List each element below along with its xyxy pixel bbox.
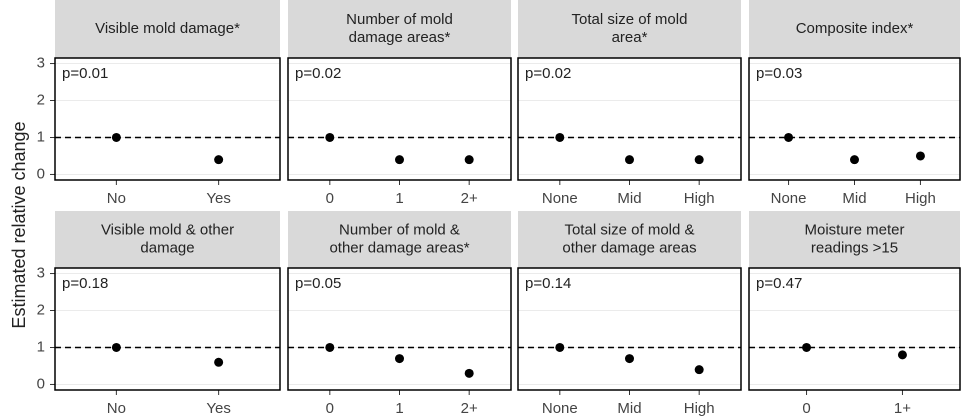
y-tick-label: 3 [37, 265, 45, 282]
panel-border [748, 57, 961, 181]
p-value: p=0.01 [62, 65, 108, 82]
strip [518, 0, 741, 58]
panel-title: damage [140, 239, 194, 256]
p-value: p=0.47 [756, 275, 802, 292]
p-value: p=0.18 [62, 275, 108, 292]
dot [325, 132, 335, 142]
y-tick-label: 0 [37, 165, 45, 182]
x-tick-label: High [684, 400, 715, 417]
strip [749, 0, 960, 58]
dot [111, 342, 121, 352]
panel-title: Moisture meter [804, 221, 904, 238]
dot [111, 132, 121, 142]
x-tick-label: Yes [206, 400, 230, 417]
x-tick-label: No [107, 400, 126, 417]
strip [749, 211, 960, 268]
panel-title: damage areas* [349, 29, 451, 46]
dot [625, 354, 634, 364]
x-tick-label: 1 [395, 190, 403, 207]
x-tick-label: 0 [802, 400, 810, 417]
strip [288, 211, 511, 268]
y-tick-label: 0 [37, 375, 45, 392]
x-tick-label: 1+ [894, 400, 911, 417]
dot [555, 342, 565, 352]
panel-title: Composite index* [796, 20, 914, 37]
dot [464, 368, 474, 378]
strip [55, 211, 280, 268]
y-axis-label: Estimated relative change [9, 121, 29, 328]
panel-border [287, 57, 512, 181]
panel-title: Visible mold & other [101, 221, 234, 238]
panel-title: Total size of mold [572, 11, 688, 28]
dot [464, 155, 474, 165]
dot [625, 155, 634, 165]
panel-title: other damage areas* [329, 239, 469, 256]
panel-title: Number of mold & [339, 221, 460, 238]
panel-border [517, 57, 742, 181]
x-tick-label: Mid [617, 190, 641, 207]
p-value: p=0.03 [756, 65, 802, 82]
panel-title: Total size of mold & [564, 221, 694, 238]
x-tick-label: None [542, 190, 578, 207]
panel-border [748, 267, 961, 391]
x-tick-label: High [684, 190, 715, 207]
panel-border [287, 267, 512, 391]
strip [288, 0, 511, 58]
p-value: p=0.05 [295, 275, 341, 292]
x-tick-label: 1 [395, 400, 403, 417]
dot [802, 342, 812, 352]
dot [694, 365, 704, 375]
y-tick-label: 3 [37, 55, 45, 72]
panel-border [54, 57, 281, 181]
panel-title: Visible mold damage* [95, 20, 240, 37]
p-value: p=0.02 [525, 65, 571, 82]
x-tick-label: Mid [617, 400, 641, 417]
y-tick-label: 1 [37, 338, 45, 355]
dot [325, 342, 335, 352]
p-value: p=0.02 [295, 65, 341, 82]
y-tick-label: 1 [37, 128, 45, 145]
dot [784, 132, 794, 142]
panel-title: Number of mold [346, 11, 453, 28]
dot [555, 132, 565, 142]
dot [395, 354, 404, 364]
x-tick-label: No [107, 190, 126, 207]
x-tick-label: None [771, 190, 807, 207]
x-tick-label: 2+ [461, 190, 478, 207]
dot [850, 155, 859, 165]
dot [915, 151, 925, 161]
y-tick-label: 2 [37, 91, 45, 108]
dot [214, 155, 224, 165]
x-tick-label: 0 [326, 190, 334, 207]
dot [897, 350, 907, 360]
x-tick-label: 0 [326, 400, 334, 417]
x-tick-label: Mid [842, 190, 866, 207]
panel-border [54, 267, 281, 391]
strip [55, 0, 280, 58]
p-value: p=0.14 [525, 275, 571, 292]
y-tick-label: 2 [37, 301, 45, 318]
x-tick-label: None [542, 400, 578, 417]
dot [694, 155, 704, 165]
panel-title: area* [612, 29, 648, 46]
x-tick-label: 2+ [461, 400, 478, 417]
dot [395, 155, 404, 165]
panel-border [517, 267, 742, 391]
panel-title: readings >15 [811, 239, 898, 256]
x-tick-label: High [905, 190, 936, 207]
x-tick-label: Yes [206, 190, 230, 207]
panel-title: other damage areas [562, 239, 696, 256]
strip [518, 211, 741, 268]
dot [214, 357, 224, 367]
